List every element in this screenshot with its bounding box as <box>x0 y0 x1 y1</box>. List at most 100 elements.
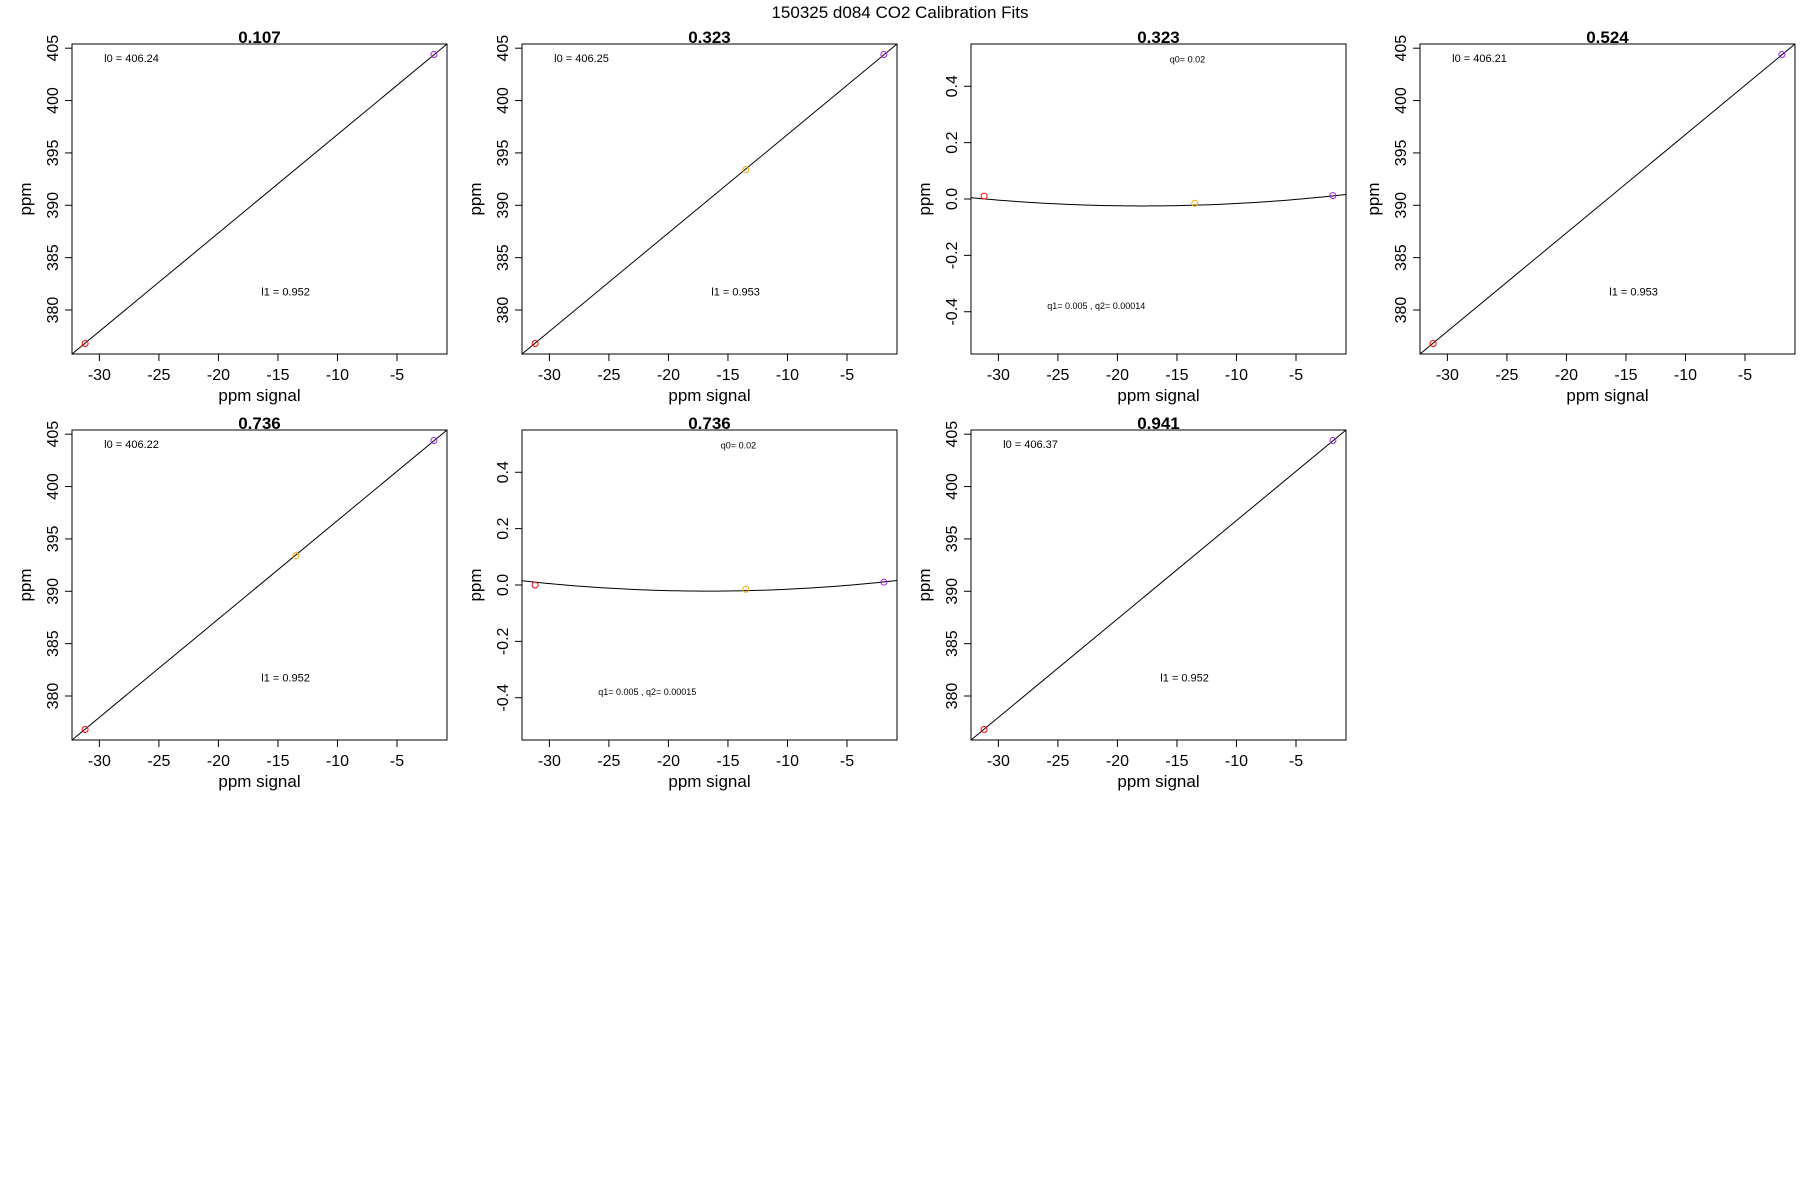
x-tick-label: -25 <box>1046 753 1069 770</box>
y-tick-label: 380 <box>944 683 961 710</box>
y-tick-label: 390 <box>45 192 62 219</box>
chart-panel: 0.323 -30 -25 -20 -15 -10 -5 ppm signal 380 385 39… <box>466 28 898 405</box>
fit-annotation: l1 = 0.952 <box>261 672 310 684</box>
x-tick-label: -20 <box>207 753 230 770</box>
fit-annotation: l0 = 406.25 <box>554 53 609 65</box>
data-point <box>1329 192 1337 200</box>
chart-panel: 0.524 -30 -25 -20 -15 -10 -5 ppm signal 380 385 39… <box>1364 28 1796 405</box>
fit-annotation: l1 = 0.952 <box>1160 672 1209 684</box>
data-point <box>742 166 750 174</box>
data-point <box>531 581 539 589</box>
x-tick-label: -20 <box>1555 367 1578 384</box>
data-point <box>1778 50 1786 58</box>
x-tick-label: -15 <box>716 753 739 770</box>
x-tick-label: -15 <box>1614 367 1637 384</box>
x-axis-label: ppm signal <box>668 386 750 405</box>
data-point <box>430 436 438 444</box>
x-tick-label: -15 <box>266 753 289 770</box>
fit-annotation: q1= 0.005 , q2= 0.00015 <box>598 687 696 697</box>
y-axis-label: ppm <box>466 568 485 601</box>
data-point <box>980 192 988 200</box>
chart-panel: 0.107 -30 -25 -20 -15 -10 -5 ppm signal 380 385 39… <box>16 28 448 405</box>
x-axis-label: ppm signal <box>218 386 300 405</box>
y-tick-label: 0.0 <box>495 574 512 596</box>
x-tick-label: -5 <box>840 753 854 770</box>
x-tick-label: -25 <box>1495 367 1518 384</box>
chart-title: 0.736 <box>238 414 281 433</box>
x-tick-label: -30 <box>538 367 561 384</box>
data-point <box>742 585 750 593</box>
y-tick-label: 380 <box>1393 297 1410 324</box>
x-tick-label: -30 <box>88 753 111 770</box>
y-tick-label: 0.4 <box>944 75 961 97</box>
x-tick-label: -5 <box>1289 753 1303 770</box>
x-axis-label: ppm signal <box>1117 772 1199 791</box>
x-tick-label: -10 <box>1225 753 1248 770</box>
data-point <box>430 50 438 58</box>
data-point <box>531 340 539 348</box>
fit-line <box>971 430 1346 740</box>
x-tick-label: -10 <box>776 367 799 384</box>
chart-title: 0.107 <box>238 28 281 47</box>
chart-title: 0.323 <box>688 28 731 47</box>
y-tick-label: 400 <box>45 473 62 500</box>
fit-annotation: l1 = 0.952 <box>261 286 310 298</box>
x-tick-label: -25 <box>597 753 620 770</box>
x-tick-label: -20 <box>1106 367 1129 384</box>
plot-frame <box>521 429 898 741</box>
chart-title: 0.941 <box>1137 414 1180 433</box>
chart-panel: 0.736 -30 -25 -20 -15 -10 -5 ppm signal 380 385 39… <box>16 414 448 791</box>
fit-line <box>72 44 447 354</box>
y-tick-label: -0.4 <box>944 298 961 326</box>
y-tick-label: 400 <box>1393 87 1410 114</box>
y-tick-label: 380 <box>45 297 62 324</box>
data-point <box>1329 436 1337 444</box>
y-tick-label: 380 <box>495 297 512 324</box>
x-tick-label: -10 <box>776 753 799 770</box>
x-axis-label: ppm signal <box>1566 386 1648 405</box>
y-tick-label: 385 <box>45 244 62 271</box>
y-tick-label: 395 <box>944 525 961 552</box>
y-axis-label: ppm <box>915 568 934 601</box>
y-tick-label: -0.2 <box>944 241 961 269</box>
y-tick-label: 390 <box>45 578 62 605</box>
fit-annotation: l1 = 0.953 <box>1609 286 1658 298</box>
x-tick-label: -10 <box>326 753 349 770</box>
x-axis-label: ppm signal <box>1117 386 1199 405</box>
chart-panel: 0.941 -30 -25 -20 -15 -10 -5 ppm signal 380 385 39… <box>915 414 1347 791</box>
x-tick-label: -30 <box>88 367 111 384</box>
x-tick-label: -30 <box>987 367 1010 384</box>
fit-curve <box>522 579 897 592</box>
x-tick-label: -30 <box>987 753 1010 770</box>
plot-frame <box>970 43 1347 355</box>
y-axis-label: ppm <box>16 568 35 601</box>
y-tick-label: 400 <box>45 87 62 114</box>
panels: 0.107 -30 -25 -20 -15 -10 -5 ppm signal 380 385 39… <box>16 28 1796 791</box>
x-tick-label: -15 <box>716 367 739 384</box>
y-tick-label: 400 <box>495 87 512 114</box>
y-tick-label: 385 <box>944 630 961 657</box>
x-tick-label: -5 <box>1738 367 1752 384</box>
x-tick-label: -10 <box>1225 367 1248 384</box>
x-tick-label: -25 <box>147 753 170 770</box>
y-tick-label: 395 <box>45 525 62 552</box>
x-tick-label: -15 <box>1165 367 1188 384</box>
y-tick-label: 0.0 <box>944 188 961 210</box>
y-tick-label: 390 <box>495 192 512 219</box>
x-tick-label: -15 <box>266 367 289 384</box>
chart-panel: 0.736 -30 -25 -20 -15 -10 -5 ppm signal -0.4 -0.2… <box>466 414 898 791</box>
x-tick-label: -5 <box>390 753 404 770</box>
y-axis-label: ppm <box>1364 182 1383 215</box>
y-tick-label: -0.4 <box>495 684 512 712</box>
chart-panel: 0.323 -30 -25 -20 -15 -10 -5 ppm signal -0.4 -0.2… <box>915 28 1347 405</box>
fit-annotation: q1= 0.005 , q2= 0.00014 <box>1047 301 1145 311</box>
fit-annotation: q0= 0.02 <box>1170 54 1205 64</box>
y-tick-label: 385 <box>45 630 62 657</box>
fit-curve <box>971 193 1346 207</box>
x-tick-label: -5 <box>390 367 404 384</box>
y-tick-label: 395 <box>45 139 62 166</box>
x-tick-label: -15 <box>1165 753 1188 770</box>
fit-line <box>1420 44 1795 354</box>
y-tick-label: 395 <box>495 139 512 166</box>
